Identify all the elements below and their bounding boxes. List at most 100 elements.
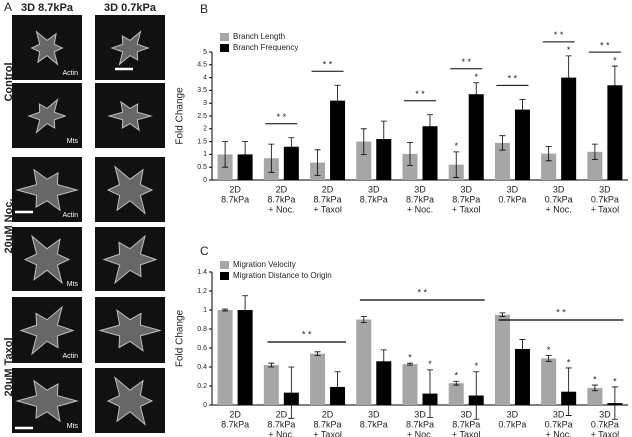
significance-star: *: [474, 72, 478, 82]
x-tick-label: 3D: [507, 184, 519, 194]
y-tick-label: 1: [203, 151, 207, 158]
x-tick-label: 3D: [368, 409, 380, 419]
row-label: 20μM Noc.: [3, 198, 15, 253]
x-tick-label: 8.7kPa: [221, 419, 249, 429]
error-bar: [360, 128, 367, 155]
x-tick-label: + Noc.: [268, 204, 294, 214]
bar: [376, 361, 392, 405]
x-tick-label: 3D: [460, 184, 472, 194]
y-tick-label: 3: [203, 100, 207, 107]
x-tick-label: 0.7kPa: [498, 419, 526, 429]
stain-label: Mts: [67, 281, 79, 288]
y-tick-label: 1: [203, 307, 207, 314]
significance-star: *: [454, 141, 458, 151]
y-tick-label: 2: [203, 126, 207, 133]
error-bar: [519, 339, 526, 359]
x-tick-label: 8.7kPa: [267, 419, 295, 429]
error-bar: [242, 295, 249, 325]
x-tick-label: 8.7kPa: [360, 194, 388, 204]
x-tick-label: 3D: [460, 409, 472, 419]
x-tick-label: 8.7kPa: [406, 419, 434, 429]
y-tick-label: 4.5: [197, 62, 207, 69]
y-axis-title: Fold Change: [175, 309, 186, 367]
error-bar: [222, 308, 229, 312]
y-tick-label: 1.2: [197, 288, 207, 295]
x-tick-label: + Taxol: [591, 204, 620, 214]
bar: [514, 348, 530, 405]
legend-label: Branch Length: [233, 32, 285, 41]
legend-label: Migration Distance to Origin: [233, 271, 332, 280]
significance-star: *: [474, 361, 478, 371]
x-tick-label: 2D: [229, 409, 241, 419]
cell: [19, 305, 75, 356]
error-bar: [222, 141, 229, 168]
y-tick-label: 0: [203, 402, 207, 409]
significance-label: * *: [323, 60, 333, 70]
y-axis-title: Fold Change: [175, 87, 186, 145]
x-tick-label: + Taxol: [313, 429, 342, 437]
significance-star: *: [547, 345, 551, 355]
bar: [541, 358, 557, 405]
error-bar: [407, 362, 413, 366]
cell: [98, 309, 162, 352]
error-bar: [314, 351, 321, 356]
bar: [263, 365, 279, 405]
bar: [468, 94, 484, 180]
cell: [23, 234, 71, 285]
error-bar: [473, 82, 480, 107]
cell: [102, 234, 158, 285]
x-tick-label: + Noc.: [546, 204, 572, 214]
x-tick-label: 3D: [553, 184, 565, 194]
error-bar: [565, 55, 572, 100]
x-tick-label: 3D: [414, 409, 426, 419]
error-bar: [427, 369, 433, 418]
panel-letter: A: [4, 0, 12, 14]
error-bar: [545, 355, 552, 362]
legend-swatch: [220, 272, 229, 280]
x-tick-label: 8.7kPa: [314, 194, 342, 204]
bar: [607, 85, 623, 180]
error-bar: [427, 114, 433, 139]
y-tick-label: 2.5: [197, 113, 207, 120]
error-bar: [268, 362, 275, 368]
panel-letter: B: [200, 2, 208, 16]
error-bar: [334, 371, 341, 403]
significance-star: *: [567, 45, 571, 55]
bar: [237, 310, 253, 405]
y-tick-label: 0.4: [197, 364, 207, 371]
x-tick-label: 3D: [599, 184, 611, 194]
y-tick-label: 0.2: [197, 383, 207, 390]
error-bar: [453, 151, 460, 178]
column-header: 3D 8.7kPa: [21, 2, 74, 14]
x-tick-label: 2D: [276, 184, 288, 194]
bar: [402, 364, 418, 405]
significance-star: *: [454, 371, 458, 381]
x-tick-label: 0.7kPa: [545, 419, 573, 429]
bar: [376, 139, 392, 180]
x-tick-label: + Taxol: [591, 429, 620, 437]
legend-label: Branch Frequency: [233, 43, 298, 52]
legend-label: Migration Velocity: [233, 260, 296, 269]
error-bar: [473, 371, 480, 420]
legend-swatch: [220, 261, 229, 269]
error-bar: [380, 120, 387, 158]
x-tick-label: 3D: [414, 184, 426, 194]
significance-label: * *: [600, 40, 610, 50]
bar: [283, 146, 299, 180]
cell: [27, 98, 67, 134]
error-bar: [591, 384, 598, 392]
column-header: 3D 0.7kPa: [104, 2, 157, 14]
stain-label: Mts: [67, 138, 79, 145]
x-tick-label: 0.7kPa: [591, 419, 619, 429]
error-bar: [499, 312, 506, 318]
error-bar: [268, 143, 275, 173]
significance-star: *: [408, 353, 412, 363]
error-bar: [453, 380, 460, 386]
significance-label: * *: [418, 287, 428, 297]
x-tick-label: 3D: [553, 409, 565, 419]
x-tick-label: 0.7kPa: [498, 194, 526, 204]
y-tick-label: 3.5: [197, 87, 207, 94]
y-tick-label: 5: [203, 49, 207, 56]
stain-label: Actin: [62, 353, 78, 360]
